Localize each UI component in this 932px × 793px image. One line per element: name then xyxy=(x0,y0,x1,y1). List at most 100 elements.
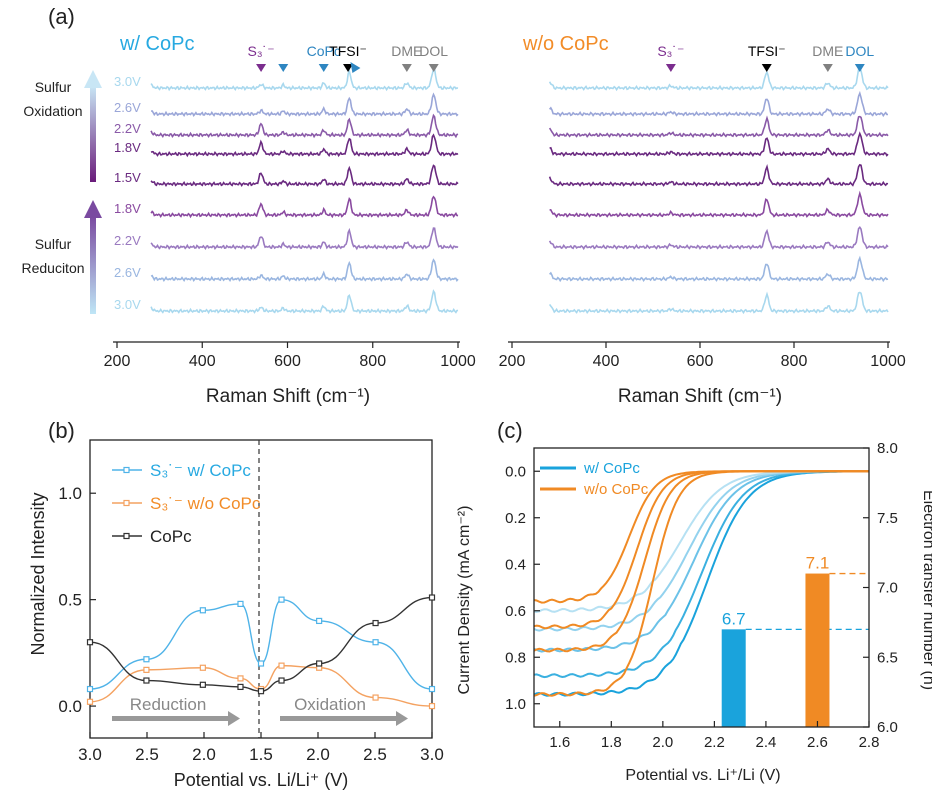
x-tick-label: 3.0 xyxy=(420,745,444,764)
bar-value-label: 6.7 xyxy=(722,609,746,628)
peak-marker-triangle xyxy=(256,64,267,72)
data-point xyxy=(372,619,379,627)
panel-a-label: (a) xyxy=(48,4,75,29)
y2-tick-label: 7.0 xyxy=(877,580,898,597)
data-point xyxy=(237,600,244,608)
legend-label: S₃˙⁻ w/o CoPc xyxy=(150,494,261,513)
data-point xyxy=(316,660,323,667)
data-point xyxy=(278,662,285,669)
peak-marker-triangle xyxy=(318,64,329,72)
data-point xyxy=(143,656,150,663)
right-xlabel: Raman Shift (cm⁻¹) xyxy=(618,386,782,407)
peak-marker-triangle xyxy=(428,64,439,72)
data-point xyxy=(237,683,244,691)
data-point xyxy=(237,675,244,682)
peak-marker-triangle xyxy=(854,64,865,72)
peak-label: TFSI⁻ xyxy=(748,43,786,59)
spectrum-line xyxy=(150,92,459,118)
x-tick-label: 1.8 xyxy=(601,734,622,751)
series-line xyxy=(89,596,433,692)
spectrum-line xyxy=(150,258,459,283)
x-tick-label: 2.0 xyxy=(306,745,330,764)
potential-label: 1.5V xyxy=(114,170,141,185)
oxidation-text: Oxidation xyxy=(294,695,366,714)
y2-tick-label: 6.5 xyxy=(877,649,898,666)
x-tick-label: 1.5 xyxy=(249,745,273,764)
panel-b-intensity: 0.0 0.5 1.0 3.0 2.5 2.0 1.5 2.0 2.5 3.0 S₃˙⁻ w/ Co… xyxy=(58,439,444,764)
oxidation-arrow-shaft xyxy=(280,716,398,721)
reduction-arrow-head xyxy=(228,711,240,726)
y-tick-label: 0.2 xyxy=(505,510,526,527)
peak-label: S₃˙⁻ xyxy=(248,43,275,59)
data-point xyxy=(257,688,265,695)
legend-label: CoPc xyxy=(150,527,192,546)
spectrum-line xyxy=(150,227,459,251)
data-point xyxy=(86,639,94,646)
peak-label: DOL xyxy=(419,43,448,59)
left-title: w/ CoPc xyxy=(119,33,194,55)
spectrum-line xyxy=(150,133,459,158)
data-point xyxy=(316,617,323,625)
panel-a-raman: w/ CoPc w/o CoPc Sulfur Oxidation Sulfur… xyxy=(21,33,905,407)
x-tick-label: 1000 xyxy=(870,353,906,370)
reduction-arrow-head xyxy=(84,200,102,218)
bar xyxy=(721,629,746,727)
y-tick-label: 0.5 xyxy=(58,591,82,610)
oxidation-arrow-shaft xyxy=(90,86,96,182)
peak-marker-triangle xyxy=(665,64,676,72)
bar xyxy=(805,573,830,727)
y-tick-label: 0.0 xyxy=(505,463,526,480)
peak-marker-triangle xyxy=(350,62,361,73)
reduction-label-2: Reduciton xyxy=(21,260,84,276)
right-title: w/o CoPc xyxy=(522,33,609,55)
c-ylabel: Current Density (mA cm⁻²) xyxy=(456,506,473,695)
y2-tick-label: 6.0 xyxy=(877,719,898,736)
peak-label: DME xyxy=(812,43,843,59)
data-point xyxy=(278,596,285,603)
peak-marker-triangle xyxy=(822,64,833,72)
x-tick-label: 2.5 xyxy=(135,745,159,764)
potential-label: 1.8V xyxy=(114,140,141,155)
c-ylabel-right: Electron transfer number (n) xyxy=(920,490,932,690)
x-tick-label: 800 xyxy=(781,353,808,370)
peak-label: DME xyxy=(391,43,422,59)
data-point xyxy=(86,698,94,705)
y-tick-label: 1.0 xyxy=(58,484,82,503)
x-tick-label: 2.4 xyxy=(755,734,776,751)
y-tick-label: 0.0 xyxy=(58,697,82,716)
x-tick-label: 600 xyxy=(274,353,301,370)
x-tick-label: 1000 xyxy=(440,353,476,370)
y-tick-label: 0.6 xyxy=(505,603,526,620)
data-point xyxy=(428,594,436,601)
spectrum-line xyxy=(548,291,889,315)
potential-label: 1.8V xyxy=(114,201,141,216)
legend-label: w/o CoPc xyxy=(583,481,649,498)
b-ylabel: Normalized Intensity xyxy=(28,492,48,655)
panel-b-label: (b) xyxy=(48,418,75,443)
x-tick-label: 2.0 xyxy=(652,734,673,751)
x-tick-label: 2.5 xyxy=(363,745,387,764)
spectrum-line xyxy=(549,190,889,219)
x-tick-label: 1.6 xyxy=(549,734,570,751)
left-xlabel: Raman Shift (cm⁻¹) xyxy=(206,386,370,407)
data-point xyxy=(86,685,94,693)
spectrum-line xyxy=(549,255,889,283)
peak-marker-triangle xyxy=(343,64,354,72)
legend-marker xyxy=(123,499,130,507)
data-point xyxy=(199,664,206,671)
x-tick-label: 200 xyxy=(104,353,131,370)
spectrum-line xyxy=(150,113,459,139)
data-point xyxy=(199,681,206,688)
potential-label: 2.6V xyxy=(114,265,141,280)
x-tick-label: 2.6 xyxy=(807,734,828,751)
data-point xyxy=(428,685,436,693)
data-point xyxy=(257,660,265,667)
potential-label: 2.6V xyxy=(114,100,141,115)
data-point xyxy=(372,694,379,701)
reduction-text: Reduction xyxy=(130,695,207,714)
spectrum-line xyxy=(549,131,889,158)
oxidation-arrow-head xyxy=(84,70,102,88)
peak-marker-triangle xyxy=(401,64,412,72)
data-point xyxy=(143,666,150,673)
b-xlabel: Potential vs. Li/Li⁺ (V) xyxy=(174,770,349,790)
